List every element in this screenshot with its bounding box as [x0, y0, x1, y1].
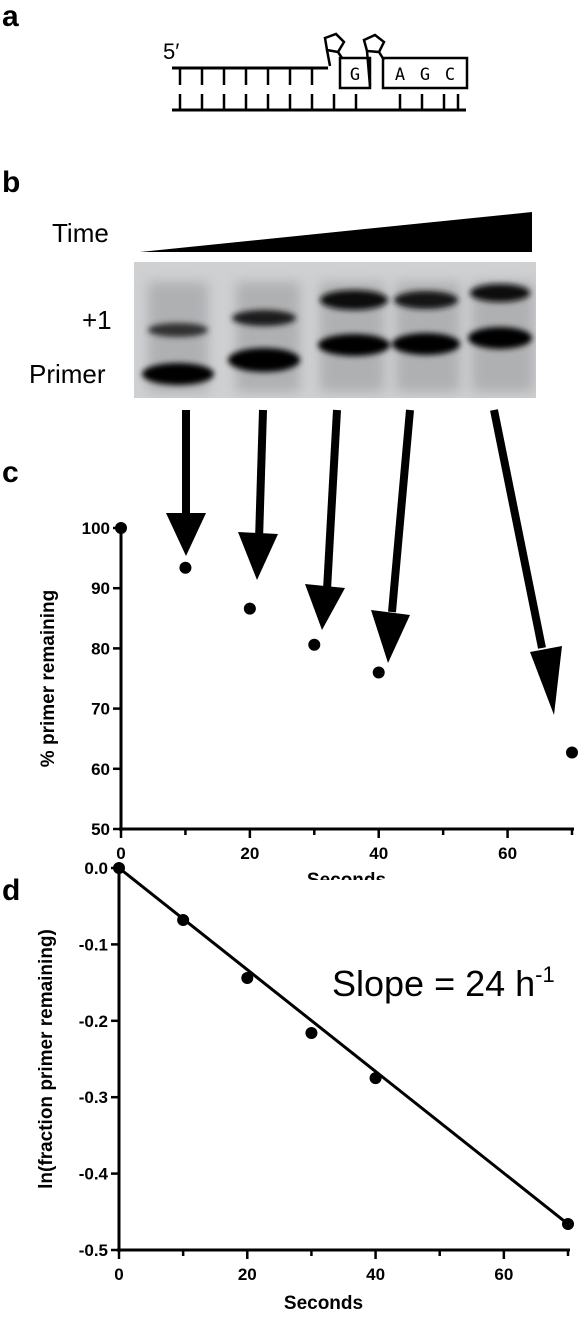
data-point — [243, 602, 256, 615]
base-a-text: A — [395, 65, 405, 85]
x-tick-label: 0 — [114, 1265, 123, 1284]
data-point — [308, 638, 321, 651]
chart-d-ln-fraction: 0.0 -0.1 -0.2 -0.3 -0.4 -0.5 0 20 40 60 Seconds ln(… — [36, 859, 574, 1314]
x-tick-label: 20 — [240, 844, 259, 863]
data-point — [562, 1218, 574, 1231]
template-base-ticks — [178, 94, 460, 110]
gel-image — [134, 262, 536, 398]
dna-duplex-diagram: 5′ G A G C — [163, 32, 469, 112]
data-point — [115, 522, 127, 534]
y-tick-label: -0.3 — [79, 1088, 108, 1107]
five-prime-label: 5′ — [163, 39, 179, 64]
chart-c-percent-primer: 50 60 70 80 90 100 0 20 40 60 Seconds % primer rema… — [38, 519, 578, 880]
y-tick-label: 90 — [91, 579, 110, 598]
y-tick-label: 80 — [91, 639, 110, 658]
time-label: Time — [52, 218, 109, 248]
y-tick-label: -0.4 — [79, 1165, 109, 1184]
y-axis-label: ln(fraction primer remaining) — [36, 929, 57, 1189]
data-point — [113, 862, 125, 874]
y-tick-label: -0.2 — [79, 1012, 108, 1031]
x-tick-label: 0 — [116, 844, 125, 863]
slope-annotation-superscript: -1 — [535, 962, 555, 987]
y-tick-label: 70 — [91, 700, 110, 719]
y-tick-label: -0.1 — [79, 935, 108, 954]
x-tick-label: 40 — [366, 1265, 385, 1284]
y-tick-label: 50 — [91, 820, 110, 839]
plus1-band-label: +1 — [82, 305, 112, 335]
lane-2-arrow — [238, 409, 278, 580]
y-tick-label: -0.5 — [79, 1241, 108, 1260]
sugar-ring-2-icon — [362, 33, 386, 87]
data-point — [305, 1027, 318, 1040]
base-g-text: G — [350, 65, 360, 85]
x-tick-label: 20 — [238, 1265, 257, 1284]
panel-d-label: d — [2, 874, 21, 907]
time-wedge — [140, 212, 532, 252]
data-point — [372, 666, 385, 679]
y-tick-label: 100 — [82, 519, 110, 538]
panel-b-label: b — [2, 166, 21, 199]
x-axis-label: Seconds — [307, 870, 386, 880]
lane-1-arrow — [166, 410, 206, 556]
panel-c-label: c — [2, 456, 19, 489]
x-tick-label: 40 — [369, 844, 388, 863]
slope-annotation-text: Slope = 24 h — [332, 963, 535, 1004]
y-tick-label: 0.0 — [84, 859, 108, 878]
x-tick-label: 60 — [494, 1265, 513, 1284]
lane-4-arrow — [371, 409, 414, 663]
base-box-agc — [381, 56, 469, 90]
fit-line — [118, 866, 569, 1226]
x-tick-label: 60 — [498, 844, 517, 863]
lane-arrows — [166, 409, 562, 715]
sugar-ring-1-icon — [323, 32, 346, 67]
data-point — [566, 746, 578, 759]
panel-a-label: a — [2, 0, 19, 33]
lane-3-arrow — [305, 409, 345, 630]
y-axis-label: % primer remaining — [38, 590, 59, 767]
data-point — [369, 1072, 382, 1085]
data-point — [177, 913, 190, 926]
data-point — [241, 972, 254, 985]
base-g2-text: G — [420, 65, 430, 85]
data-point — [179, 561, 192, 574]
primer-base-ticks — [178, 68, 314, 85]
lane-5-arrow — [490, 409, 562, 715]
slope-annotation: Slope = 24 h-1 — [332, 962, 555, 1004]
primer-band-label: Primer — [29, 359, 106, 389]
y-tick-label: 60 — [91, 760, 110, 779]
x-axis-label: Seconds — [284, 1293, 363, 1314]
gel-bands-plus1 — [148, 284, 530, 337]
base-c-text: C — [445, 65, 455, 85]
gel-bands-primer — [142, 327, 532, 385]
